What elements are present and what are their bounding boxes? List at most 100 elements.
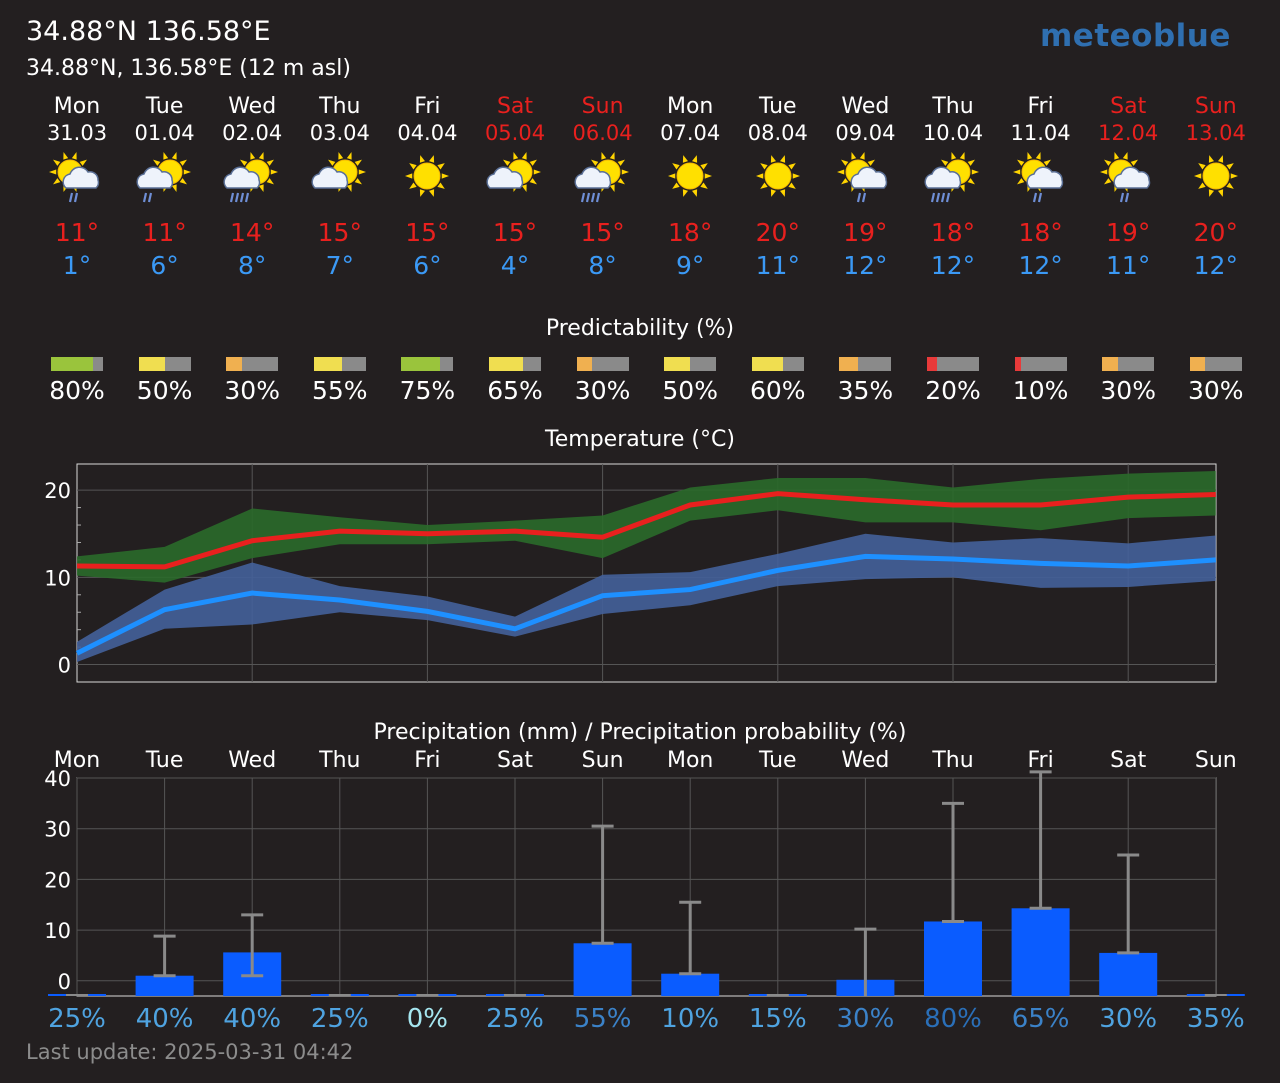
max-temperature: 15° bbox=[580, 218, 625, 247]
temperature-chart: 0 10 20 bbox=[44, 463, 1217, 683]
y-tick-label: 10 bbox=[44, 566, 71, 590]
precipitation-day-label: Thu bbox=[319, 748, 361, 773]
precipitation-day-label: Tue bbox=[145, 748, 184, 773]
predictability-value: 10% bbox=[1012, 376, 1069, 405]
day-date: 11.04 bbox=[1010, 121, 1071, 145]
predictability-value: 75% bbox=[399, 376, 456, 405]
precipitation-day-label: Wed bbox=[841, 748, 890, 773]
predictability-bar bbox=[1102, 357, 1155, 371]
day-name: Wed bbox=[228, 94, 277, 119]
predictability-bar bbox=[313, 357, 366, 371]
predictability-bar bbox=[576, 357, 629, 371]
sun-cloud-light-rain-icon bbox=[49, 152, 100, 203]
y-tick-label: 20 bbox=[44, 479, 71, 503]
precipitation-probability: 25% bbox=[310, 1004, 369, 1034]
day-date: 13.04 bbox=[1185, 121, 1246, 145]
day-name: Thu bbox=[932, 94, 974, 119]
precipitation-bar bbox=[661, 973, 720, 996]
predictability-value: 30% bbox=[1188, 376, 1244, 405]
sun-cloud-light-rain-icon bbox=[837, 152, 888, 203]
max-temperature: 19° bbox=[843, 218, 888, 247]
precipitation-probability: 25% bbox=[486, 1004, 544, 1034]
precipitation-day-label: Wed bbox=[228, 748, 277, 773]
meteoblue-logo[interactable]: meteoblue bbox=[1040, 18, 1231, 54]
sun-cloud-light-rain-icon bbox=[1100, 152, 1151, 203]
max-temperature: 15° bbox=[317, 218, 362, 247]
predictability-bar bbox=[226, 357, 279, 371]
precipitation-bar bbox=[924, 921, 982, 996]
predictability-value: 55% bbox=[312, 376, 368, 405]
max-temperature: 18° bbox=[1018, 218, 1063, 247]
predictability-bar-fill bbox=[138, 357, 165, 371]
day-name: Tue bbox=[759, 94, 797, 119]
cloud-sun-icon bbox=[486, 152, 541, 192]
min-temperature: 6° bbox=[413, 251, 442, 280]
day-date: 01.04 bbox=[134, 121, 195, 145]
precipitation-probability: 65% bbox=[1011, 1004, 1070, 1034]
predictability-bar-fill bbox=[1102, 357, 1118, 371]
sun-cloud-light-rain-icon bbox=[1012, 152, 1063, 203]
day-date: 12.04 bbox=[1098, 121, 1159, 145]
day-date: 06.04 bbox=[572, 121, 633, 145]
precipitation-day-label: Sat bbox=[1110, 748, 1147, 773]
predictability-value: 50% bbox=[662, 376, 718, 405]
min-temperature: 12° bbox=[1018, 251, 1063, 280]
day-name: Sun bbox=[1194, 94, 1237, 119]
min-temperature: 12° bbox=[1193, 251, 1238, 280]
predictability-value: 65% bbox=[487, 376, 543, 405]
sun-icon bbox=[668, 155, 713, 197]
precipitation-probability: 30% bbox=[836, 1004, 895, 1034]
max-temperature: 14° bbox=[230, 218, 275, 247]
y-tick-label: 20 bbox=[44, 868, 71, 892]
precipitation-probability: 30% bbox=[1099, 1004, 1158, 1034]
precipitation-bar bbox=[1099, 952, 1158, 996]
predictability-bar bbox=[51, 357, 103, 371]
predictability-bar bbox=[1014, 357, 1067, 371]
predictability-bar-fill bbox=[1014, 357, 1021, 371]
sun-icon bbox=[405, 155, 450, 197]
precipitation-bar bbox=[573, 943, 632, 996]
precipitation-probability: 35% bbox=[1186, 1004, 1245, 1034]
predictability-value: 50% bbox=[136, 376, 193, 405]
predictability-bar-fill bbox=[664, 357, 691, 371]
predictability-value: 20% bbox=[925, 376, 981, 405]
y-tick-label: 0 bbox=[58, 970, 71, 994]
max-temperature: 15° bbox=[405, 218, 450, 247]
y-tick-label: 30 bbox=[44, 818, 71, 842]
day-name: Wed bbox=[841, 94, 890, 119]
min-temperature: 7° bbox=[325, 251, 354, 280]
day-date: 31.03 bbox=[46, 121, 108, 145]
temperature-chart-title: Temperature (°C) bbox=[545, 427, 735, 452]
precipitation-chart: 0 10 20 30 40 bbox=[44, 767, 1245, 997]
predictability-bar bbox=[751, 357, 804, 371]
predictability-bar bbox=[1189, 357, 1242, 371]
precipitation-day-label: Tue bbox=[759, 748, 797, 773]
predictability-bar-fill bbox=[226, 357, 242, 371]
location-subtitle: 34.88°N, 136.58°E (12 m asl) bbox=[26, 56, 351, 81]
max-temperature-line bbox=[76, 491, 1216, 570]
max-temperature: 18° bbox=[930, 218, 976, 247]
day-name: Mon bbox=[666, 94, 714, 119]
y-tick-label: 10 bbox=[44, 919, 71, 943]
min-temperature: 8° bbox=[237, 251, 267, 280]
predictability-bar bbox=[839, 357, 892, 371]
predictability-bar-fill bbox=[489, 357, 523, 371]
predictability-value: 80% bbox=[49, 376, 105, 405]
cloud-sun-light-rain-icon bbox=[136, 152, 191, 203]
predictability-bar-fill bbox=[1189, 357, 1206, 371]
max-temperature: 18° bbox=[668, 218, 713, 247]
min-temperature: 9° bbox=[675, 251, 705, 280]
precipitation-day-label: Sun bbox=[1194, 748, 1237, 773]
min-temperature: 12° bbox=[843, 251, 888, 280]
predictability-bar-fill bbox=[839, 357, 858, 371]
day-name: Tue bbox=[145, 94, 184, 119]
y-tick-label: 0 bbox=[58, 654, 71, 678]
precipitation-probability: 10% bbox=[661, 1004, 720, 1034]
precipitation-day-label: Thu bbox=[932, 748, 974, 773]
precipitation-day-label: Fri bbox=[1027, 748, 1054, 773]
day-date: 09.04 bbox=[835, 121, 896, 145]
last-update: Last update: 2025-03-31 04:42 bbox=[26, 1040, 354, 1064]
day-name: Thu bbox=[319, 94, 361, 119]
predictability-value: 30% bbox=[574, 376, 631, 405]
day-name: Fri bbox=[414, 94, 441, 119]
